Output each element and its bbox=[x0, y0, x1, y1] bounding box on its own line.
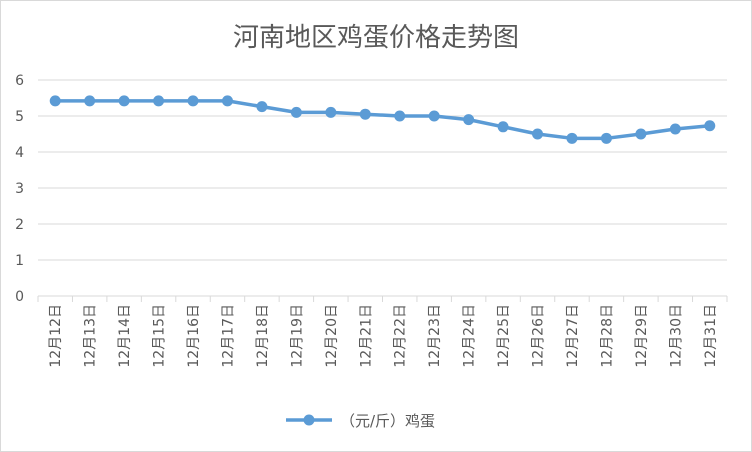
data-point bbox=[669, 123, 681, 135]
data-point bbox=[600, 132, 612, 144]
data-point bbox=[221, 95, 233, 107]
x-tick-label: 12月24日 bbox=[462, 304, 478, 368]
x-tick-label: 12月15日 bbox=[152, 304, 168, 368]
data-point bbox=[394, 110, 406, 122]
data-point bbox=[704, 120, 716, 132]
x-tick-label: 12月23日 bbox=[427, 304, 443, 368]
legend-label: （元/斤）鸡蛋 bbox=[340, 412, 435, 430]
x-tick-label: 12月19日 bbox=[289, 304, 305, 368]
gridlines bbox=[38, 79, 727, 297]
x-tick-label: 12月16日 bbox=[186, 304, 202, 368]
data-point bbox=[463, 114, 475, 126]
data-point bbox=[256, 101, 268, 113]
data-point bbox=[290, 106, 302, 118]
x-axis-ticks: 12月12日 12月13日 12月14日 12月15日 12月16日 12月17日 12月1… bbox=[37, 296, 728, 368]
y-tick-label: 3 bbox=[15, 181, 24, 197]
x-tick-label: 12月14日 bbox=[117, 304, 133, 368]
x-tick-label: 12月22日 bbox=[393, 304, 409, 368]
y-tick-label: 4 bbox=[15, 145, 24, 161]
data-point bbox=[325, 106, 337, 118]
x-tick-label: 12月29日 bbox=[634, 304, 650, 368]
series-layer bbox=[49, 95, 716, 144]
data-point bbox=[153, 95, 165, 107]
y-tick-label: 0 bbox=[15, 289, 24, 305]
x-tick-label: 12月18日 bbox=[255, 304, 271, 368]
y-tick-label: 6 bbox=[15, 73, 24, 89]
data-point bbox=[49, 95, 61, 107]
x-tick-label: 12月30日 bbox=[668, 304, 684, 368]
x-tick-label: 12月20日 bbox=[324, 304, 340, 368]
chart-title: 河南地区鸡蛋价格走势图 bbox=[233, 23, 519, 53]
data-point bbox=[635, 128, 647, 140]
data-point bbox=[566, 132, 578, 144]
data-point bbox=[118, 95, 130, 107]
data-point bbox=[532, 128, 544, 140]
x-tick-label: 12月25日 bbox=[496, 304, 512, 368]
x-tick-label: 12月12日 bbox=[48, 304, 64, 368]
x-tick-label: 12月27日 bbox=[565, 304, 581, 368]
data-point bbox=[187, 95, 199, 107]
data-point bbox=[497, 121, 509, 133]
data-point bbox=[359, 108, 371, 120]
x-tick-label: 12月13日 bbox=[83, 304, 99, 368]
data-point bbox=[428, 110, 440, 122]
y-tick-label: 1 bbox=[15, 253, 24, 269]
x-tick-label: 12月21日 bbox=[358, 304, 374, 368]
series-line bbox=[55, 99, 710, 141]
legend-marker-dot bbox=[303, 414, 315, 426]
x-tick-label: 12月26日 bbox=[531, 304, 547, 368]
x-tick-label: 12月31日 bbox=[703, 304, 719, 368]
legend: （元/斤）鸡蛋 bbox=[286, 412, 435, 430]
y-tick-label: 5 bbox=[15, 109, 24, 125]
y-axis-ticks: 0 1 2 3 4 5 6 bbox=[15, 73, 24, 305]
y-tick-label: 2 bbox=[15, 217, 24, 233]
x-tick-label: 12月28日 bbox=[599, 304, 615, 368]
data-point bbox=[84, 95, 96, 107]
x-tick-label: 12月17日 bbox=[220, 304, 236, 368]
